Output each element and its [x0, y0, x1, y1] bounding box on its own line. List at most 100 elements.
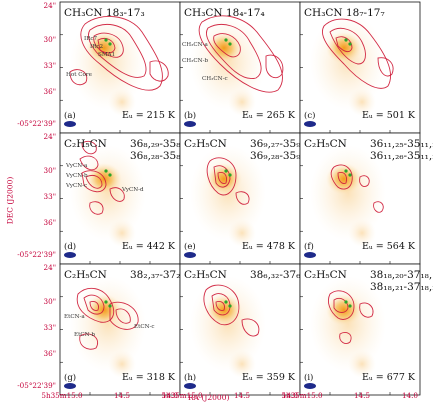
beam-ellipse: [64, 383, 76, 389]
emission-peak: [326, 294, 362, 326]
map-panel: CH₃CN 18₄-17₄ (b) Eᵤ = 265 K CH₃CN-a CH₃CN-b…: [179, 1, 301, 134]
panel-molecule-title: C₂H₅CN: [64, 138, 107, 150]
emission-peak: [326, 163, 362, 195]
contour-line: [203, 284, 240, 326]
contour-line: [335, 36, 353, 53]
contour-line: [265, 54, 284, 79]
map-panel: C₂H₅CN 38₆,₃₂-37₆,₃₁ (h) Eᵤ = 359 K: [179, 263, 312, 396]
contour-line: [339, 331, 352, 345]
contour-line: [235, 191, 250, 205]
y-tick-label: -05°22'39": [17, 119, 56, 128]
source-marker: [224, 38, 228, 42]
contour-line: [93, 32, 124, 58]
panel-molecule-title: CH₃CN 18₄-17₄: [184, 7, 265, 19]
source-marker: [104, 169, 108, 173]
panel-letter: (h): [184, 372, 196, 383]
contour-line: [80, 16, 163, 91]
panel-letter: (b): [184, 110, 196, 121]
panel-letter: (f): [304, 241, 314, 252]
y-tick-label: 30": [44, 166, 56, 175]
panel-energy-label: Eᵤ = 501 K: [362, 110, 416, 121]
feature-label: CH₃CN-c: [202, 76, 228, 82]
contour-line: [76, 287, 114, 323]
feature-label: EtCN-a: [64, 314, 85, 320]
panel-molecule-title: CH₃CN 18₃-17₃: [64, 7, 145, 19]
panel-molecule-title: C₂H₅CN: [304, 138, 347, 150]
contour-line: [79, 333, 98, 350]
feature-label: VyCN-b: [65, 173, 88, 179]
contour-line: [213, 33, 241, 58]
panel-transition-label: 36₉,₂₇-35₉,₂₆: [250, 138, 312, 150]
x-tick-label: 5h35m15.0: [161, 391, 203, 400]
panel-transition-label: 36₈,₂₉-35₈,₂₈: [130, 138, 192, 150]
source-marker: [224, 300, 228, 304]
contour-line: [333, 297, 349, 313]
feature-label: CH₃CN-b: [182, 58, 208, 64]
x-tick-label: 5h35m15.0: [41, 391, 83, 400]
feature-label: EtCN-c: [134, 324, 155, 330]
beam-ellipse: [304, 121, 316, 127]
beam-ellipse: [304, 252, 316, 258]
source-marker: [108, 173, 112, 177]
source-marker: [228, 304, 232, 308]
panel-transition-label: 36₁₁,₂₅-35₁₁,₂₄: [370, 138, 433, 150]
emission-faint: [228, 219, 256, 247]
x-tick-label: 14.0: [162, 391, 178, 400]
source-marker: [348, 304, 352, 308]
contour-line: [205, 24, 262, 80]
y-tick-label: 24": [44, 263, 56, 272]
contour-line: [217, 172, 227, 184]
y-tick-label: 36": [44, 218, 56, 227]
panel-letter: (i): [304, 372, 313, 383]
y-tick-label: 36": [44, 87, 56, 96]
y-tick-label: -05°22'39": [17, 381, 56, 390]
map-panel: CH₃CN 18₇-17₇ (c) Eᵤ = 501 K: [299, 1, 421, 134]
emission-faint: [108, 350, 136, 378]
panel-molecule-title: C₂H₅CN: [184, 138, 227, 150]
x-tick-label: 14.5: [354, 391, 370, 400]
map-panel: CH₃CN 18₃-17₃ (a) Eᵤ = 215 K IRc7 IRc2 SMA1 Ho…: [59, 1, 181, 134]
contour-line: [241, 318, 260, 337]
source-marker: [104, 38, 108, 42]
emission-peak: [86, 163, 122, 195]
source-marker: [108, 304, 112, 308]
map-panel: C₂H₅CN 38₁₈,₂₀-37₁₈,₁₉38₁₈,₂₁-37₁₈,₂₀ (i) E…: [299, 263, 433, 396]
source-marker: [108, 42, 112, 46]
y-tick-label: 33": [44, 192, 56, 201]
panel-transition-label: 38₆,₃₂-37₆,₃₁: [250, 269, 312, 281]
feature-label: VyCN-d: [121, 187, 144, 193]
panel-energy-label: Eᵤ = 265 K: [242, 110, 296, 121]
panel-letter: (d): [64, 241, 76, 252]
emission-peak: [86, 32, 122, 64]
beam-ellipse: [184, 383, 196, 389]
map-panel: C₂H₅CN 36₁₁,₂₅-35₁₁,₂₄36₁₁,₂₆-35₁₁,₂₅ (f) E…: [299, 132, 433, 265]
source-marker: [104, 300, 108, 304]
contour-line: [109, 187, 125, 202]
panel-letter: (e): [184, 241, 196, 252]
panel-transition-label: 38₁₈,₂₁-37₁₈,₂₀: [370, 281, 433, 293]
beam-ellipse: [64, 252, 76, 258]
x-tick-label: 14.5: [234, 391, 250, 400]
y-tick-label: 33": [44, 323, 56, 332]
y-tick-label: 30": [44, 35, 56, 44]
contour-line: [89, 301, 99, 311]
y-tick-label: 24": [44, 132, 56, 141]
feature-label: EtCN-b: [74, 332, 95, 338]
contour-line: [198, 15, 283, 93]
panel-transition-label: 38₁₈,₂₀-37₁₈,₁₉: [370, 269, 433, 281]
panel-energy-label: Eᵤ = 359 K: [242, 372, 296, 383]
feature-label: VyCN-c: [65, 183, 87, 189]
contour-line: [85, 174, 103, 189]
panel-letter: (a): [64, 110, 76, 121]
emission-faint: [108, 219, 136, 247]
emission-faint: [108, 88, 136, 116]
panel-molecule-title: C₂H₅CN: [304, 269, 347, 281]
x-tick-label: 5h35m15.0: [281, 391, 323, 400]
beam-ellipse: [184, 121, 196, 127]
feature-label: CH₃CN-a: [182, 42, 208, 48]
x-tick-label: 14.0: [402, 391, 418, 400]
feature-label: VyCN-a: [65, 163, 88, 169]
panel-molecule-title: C₂H₅CN: [64, 269, 107, 281]
contour-line: [213, 165, 231, 188]
